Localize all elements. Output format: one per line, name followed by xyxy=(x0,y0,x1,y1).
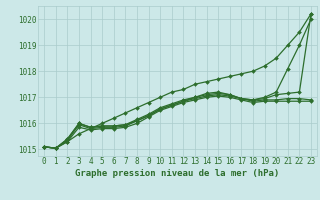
X-axis label: Graphe pression niveau de la mer (hPa): Graphe pression niveau de la mer (hPa) xyxy=(76,169,280,178)
